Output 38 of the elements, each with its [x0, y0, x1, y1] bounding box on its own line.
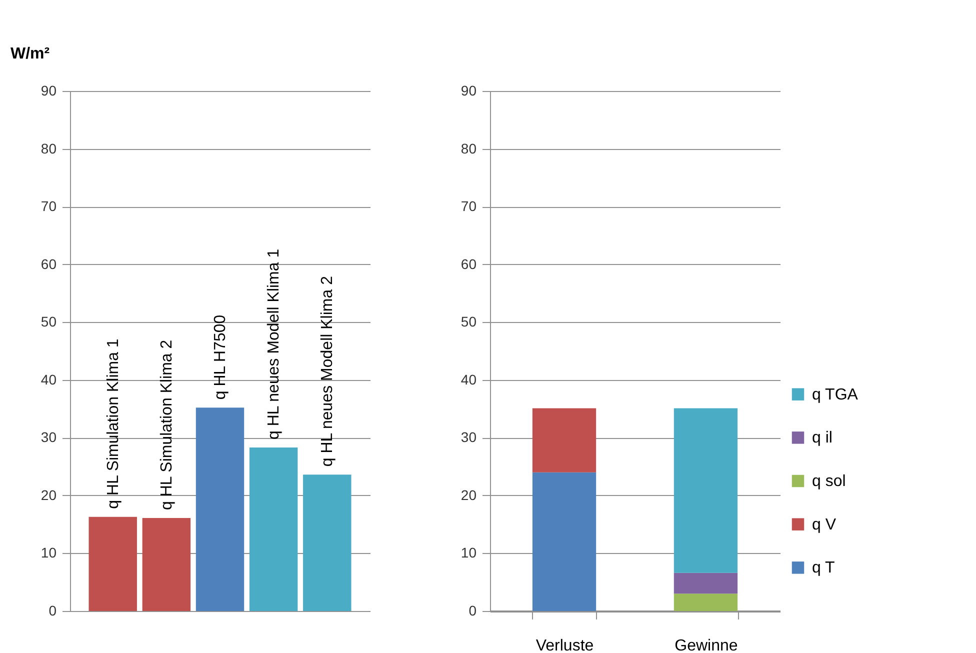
bar: [88, 516, 137, 611]
x-tick-label: q HL Simulation Klima 2: [158, 340, 176, 510]
y-tick-label: 10: [40, 544, 57, 561]
y-tick-label: 10: [460, 544, 477, 561]
y-tick-label: 90: [40, 82, 57, 98]
x-tick-label: Gewinne: [674, 638, 738, 653]
y-tick-label: 70: [460, 198, 477, 214]
bar: [249, 447, 298, 611]
y-tick-label: 50: [460, 314, 477, 330]
x-tick-label: q HL neues Modell Klima 2: [319, 276, 336, 467]
y-tick-label: 40: [40, 371, 57, 388]
x-tick-label: q HL Simulation Klima 1: [104, 338, 122, 509]
y-tick-label: 90: [460, 82, 477, 98]
y-axis-title: W/m²: [10, 46, 50, 62]
y-tick-label: 60: [40, 256, 57, 272]
legend-label: q sol: [812, 473, 846, 490]
y-tick-label: 0: [468, 602, 477, 618]
y-tick-label: 30: [40, 429, 57, 446]
legend-label: q il: [812, 430, 832, 447]
y-tick-label: 20: [40, 486, 57, 503]
y-tick-label: 0: [48, 602, 57, 618]
y-tick-label: 80: [40, 140, 57, 156]
x-tick-label: Verluste: [536, 638, 594, 653]
x-tick-label: q HL neues Modell Klima 1: [266, 248, 283, 440]
legend-label: q V: [812, 516, 836, 534]
y-tick-label: 30: [460, 429, 477, 446]
y-tick-label: 80: [460, 140, 477, 156]
y-tick-label: 70: [40, 198, 57, 214]
y-tick-label: 50: [40, 314, 57, 330]
x-tick-label: q HL H7500: [212, 314, 229, 400]
y-tick-label: 60: [460, 256, 477, 272]
bar: [303, 474, 352, 611]
bar: [196, 408, 244, 611]
bar: [142, 518, 191, 611]
y-tick-label: 40: [460, 371, 477, 388]
y-tick-label: 20: [460, 486, 477, 503]
legend-label: q T: [812, 560, 836, 577]
legend-label: q TGA: [812, 386, 858, 404]
